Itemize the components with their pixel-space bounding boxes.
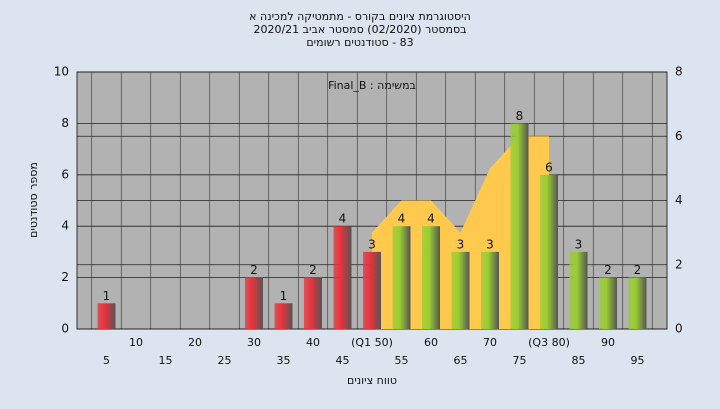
x-tick-label: 95 <box>631 354 645 367</box>
bar <box>97 303 116 329</box>
y-tick-label: 4 <box>61 219 69 233</box>
bar <box>274 303 293 329</box>
bar <box>540 174 558 329</box>
x-tick-label: 90 <box>601 336 615 349</box>
title-line: בסמסטר (02/2020) סמסטר אביב 2020/21 <box>253 23 466 36</box>
data-label: 1 <box>280 289 288 303</box>
x-tick-label: 85 <box>572 354 586 367</box>
x-tick-label: 30 <box>247 336 261 349</box>
bar <box>422 226 440 329</box>
x-tick-label: 45 <box>336 354 350 367</box>
y-tick-label: 2 <box>61 270 69 284</box>
y2-tick-label: 8 <box>675 65 683 79</box>
area <box>372 136 549 329</box>
data-label: 3 <box>486 237 494 251</box>
bar <box>363 251 381 329</box>
bar <box>245 277 263 329</box>
data-label: 2 <box>250 263 258 277</box>
y-tick-label: 8 <box>61 116 69 130</box>
data-label: 4 <box>427 212 435 226</box>
y-axis-label: מספר סטודנטים <box>27 162 40 238</box>
x-tick-label: (Q3 80) <box>528 336 570 349</box>
x-tick-label: 20 <box>188 336 202 349</box>
data-label: 3 <box>368 237 376 251</box>
x-tick-label: 55 <box>395 354 409 367</box>
bar <box>628 277 647 329</box>
y2-tick-label: 2 <box>675 257 683 271</box>
x-tick-label: 40 <box>306 336 320 349</box>
bar <box>333 226 352 329</box>
title-line: 83 - סטודנטים רשומים <box>306 36 413 49</box>
y-tick-label: 0 <box>61 322 69 336</box>
data-label: 2 <box>604 263 612 277</box>
bar <box>599 277 617 329</box>
data-label: 8 <box>516 109 524 123</box>
bar <box>392 226 411 329</box>
y-tick-label: 10 <box>54 65 69 79</box>
bar <box>304 277 322 329</box>
bar <box>569 251 588 329</box>
data-label: 4 <box>398 212 406 226</box>
x-tick-label: 5 <box>103 354 110 367</box>
x-tick-label: 70 <box>483 336 497 349</box>
title-line: היסטוגרמת ציונים בקורס - מתמטיקה למכינה … <box>249 10 471 23</box>
data-label: 2 <box>634 263 642 277</box>
x-axis-label: טווח ציונים <box>347 374 397 387</box>
y-tick-label: 6 <box>61 167 69 181</box>
y2-tick-label: 4 <box>675 193 683 207</box>
x-tick-label: 60 <box>424 336 438 349</box>
data-label: 4 <box>339 212 347 226</box>
data-label: 2 <box>309 263 317 277</box>
bar <box>451 251 470 329</box>
data-label: 6 <box>545 160 553 174</box>
bar <box>510 123 529 330</box>
y2-tick-label: 6 <box>675 129 683 143</box>
x-tick-label: 75 <box>513 354 527 367</box>
bar <box>481 251 499 329</box>
x-tick-label: 65 <box>454 354 468 367</box>
x-tick-label: 10 <box>129 336 143 349</box>
x-tick-label: 35 <box>277 354 291 367</box>
x-tick-label: 15 <box>159 354 173 367</box>
data-label: 3 <box>457 237 465 251</box>
x-tick-label: (Q1 50) <box>351 336 393 349</box>
data-label: 3 <box>575 237 583 251</box>
annotation: במשימה : Final_B <box>328 79 416 92</box>
y2-tick-label: 0 <box>675 322 683 336</box>
x-tick-label: 25 <box>218 354 232 367</box>
data-label: 1 <box>103 289 111 303</box>
